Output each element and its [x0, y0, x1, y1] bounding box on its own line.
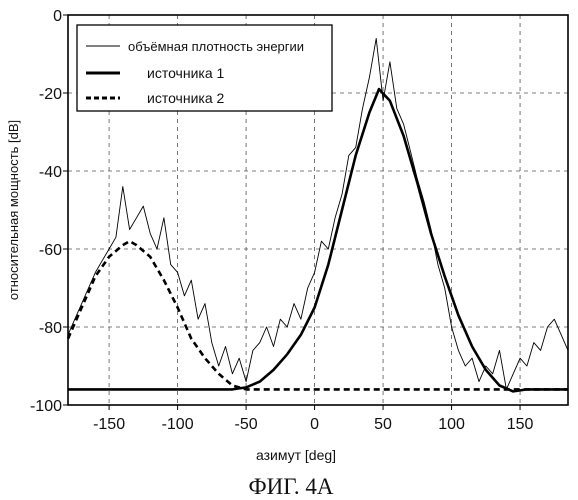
x-tick-label: -100 [162, 416, 194, 433]
y-tick-label: 0 [53, 8, 62, 25]
x-tick-label: -50 [235, 416, 258, 433]
x-tick-label: 50 [374, 416, 392, 433]
y-tick-label: -20 [39, 86, 62, 103]
y-axis-label: относительная мощность [dB] [6, 120, 21, 300]
y-tick-label: -100 [30, 398, 62, 415]
x-tick-label: 100 [438, 416, 465, 433]
legend: объёмная плотность энергии источника 1 и… [77, 25, 332, 111]
y-tick-label: -60 [39, 242, 62, 259]
y-tick-label: -40 [39, 164, 62, 181]
legend-label-source-1: источника 1 [147, 65, 225, 81]
x-axis-label: азимут [deg] [256, 447, 336, 463]
x-tick-label: 150 [507, 416, 534, 433]
figure-caption: ФИГ. 4А [248, 474, 333, 499]
legend-label-density: объёмная плотность энергии [128, 39, 304, 54]
y-tick-label: -80 [39, 320, 62, 337]
x-tick-label: 0 [310, 416, 319, 433]
x-tick-label: -150 [93, 416, 125, 433]
legend-label-source-2: источника 2 [147, 90, 225, 106]
